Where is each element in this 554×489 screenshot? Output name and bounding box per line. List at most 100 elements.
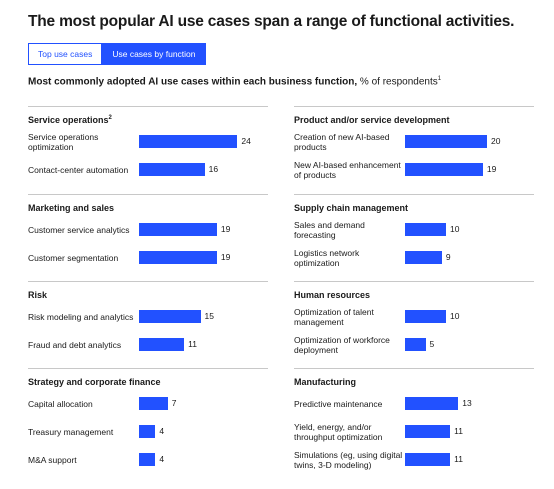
group-divider <box>294 194 534 195</box>
bar-value-label: 19 <box>486 164 497 174</box>
group-title-text: Service operations <box>28 115 109 125</box>
bar-value-label: 11 <box>454 426 463 436</box>
bar <box>405 397 459 410</box>
bar-row: Customer segmentation 19 <box>28 246 278 270</box>
bar-label: Capital allocation <box>28 399 93 409</box>
group-title-text: Manufacturing <box>294 377 356 387</box>
bar-label: Fraud and debt analytics <box>28 340 122 350</box>
bar <box>139 310 201 323</box>
group-title: Strategy and corporate finance <box>28 377 161 387</box>
bar-value-label: 9 <box>445 252 451 262</box>
bar-label: M&A support <box>28 455 77 465</box>
bar <box>405 453 451 466</box>
bar-row: Predictive maintenance 13 <box>294 392 544 416</box>
bar-label: Contact-center automation <box>28 165 129 175</box>
group-divider <box>28 281 268 282</box>
bar-value-label: 5 <box>429 339 435 349</box>
bar <box>405 425 451 438</box>
subtitle-bold: Most commonly adopted AI use cases withi… <box>28 76 358 88</box>
bar-label: Optimization of workforce deployment <box>294 335 390 355</box>
bar <box>405 338 426 351</box>
bar-row: Simulations (eg, using digital twins, 3-… <box>294 448 544 472</box>
bar-value-label: 16 <box>208 164 219 174</box>
bar-value-label: 10 <box>450 224 460 234</box>
bar <box>139 338 185 351</box>
bar-row: New AI-based enhancement of products 19 <box>294 158 544 182</box>
bar-value-label: 19 <box>220 224 231 234</box>
bar-row: Logistics network optimization 9 <box>294 246 544 270</box>
bar <box>139 251 217 264</box>
bar-label: Logistics network optimization <box>294 248 360 268</box>
subtitle-footnote: 1 <box>437 76 442 82</box>
group-title: Service operations2 <box>28 115 112 125</box>
bar-label: Treasury management <box>28 427 114 437</box>
bar-value-label: 24 <box>241 136 251 146</box>
bar-row: Yield, energy, and/or throughput optimiz… <box>294 420 544 444</box>
bar-value-label: 4 <box>159 426 165 436</box>
group-divider <box>294 368 534 369</box>
bar-row: Creation of new AI-based products 20 <box>294 130 544 154</box>
bar-row: Risk modeling and analytics 15 <box>28 305 278 329</box>
bar-value-label: 10 <box>450 311 460 321</box>
bar-row: Customer service analytics 19 <box>28 218 278 242</box>
bar-label: Customer segmentation <box>28 253 119 263</box>
tab-bar: Top use cases Use cases by function <box>28 43 206 65</box>
bar <box>139 163 205 176</box>
group-divider <box>28 194 268 195</box>
group-title-text: Risk <box>28 290 48 300</box>
chart-subtitle: Most commonly adopted AI use cases withi… <box>28 76 441 87</box>
tab-use-cases-by-function[interactable]: Use cases by function <box>102 43 206 65</box>
bar-row: Fraud and debt analytics 11 <box>28 333 278 357</box>
bar-label: Sales and demand forecasting <box>294 220 365 240</box>
bar <box>405 223 446 236</box>
bar-label: Yield, energy, and/or throughput optimiz… <box>294 422 383 442</box>
bar-value-label: 15 <box>204 311 214 321</box>
page-title: The most popular AI use cases span a ran… <box>28 13 515 30</box>
bar-row: Optimization of workforce deployment 5 <box>294 333 544 357</box>
bar-row: Capital allocation 7 <box>28 392 278 416</box>
bar-label: Simulations (eg, using digital twins, 3-… <box>294 450 403 470</box>
bar-row: Sales and demand forecasting 10 <box>294 218 544 242</box>
bar-value-label: 13 <box>462 398 472 408</box>
group-title-text: Marketing and sales <box>28 203 115 213</box>
group-title-text: Human resources <box>294 290 371 300</box>
bar-label: Creation of new AI-based products <box>294 132 390 152</box>
group-title: Supply chain management <box>294 203 408 213</box>
group-title-text: Strategy and corporate finance <box>28 377 161 387</box>
bar-value-label: 11 <box>188 339 197 349</box>
group-title: Product and/or service development <box>294 115 450 125</box>
bar-value-label: 11 <box>454 454 463 464</box>
bar <box>139 397 168 410</box>
bar-row: Optimization of talent management 10 <box>294 305 544 329</box>
bar-label: Optimization of talent management <box>294 307 374 327</box>
bar-label: Customer service analytics <box>28 225 130 235</box>
group-title-text: Product and/or service development <box>294 115 450 125</box>
bar-row: Service operations optimization 24 <box>28 130 278 154</box>
bar <box>405 163 483 176</box>
group-title: Risk <box>28 290 47 300</box>
group-divider <box>28 368 268 369</box>
bar-row: Treasury management 4 <box>28 420 278 444</box>
group-divider <box>294 281 534 282</box>
bar <box>139 425 156 438</box>
bar-row: M&A support 4 <box>28 448 278 472</box>
group-title-text: Supply chain management <box>294 203 409 213</box>
group-title: Marketing and sales <box>28 203 114 213</box>
group-title: Human resources <box>294 290 370 300</box>
tab-top-use-cases[interactable]: Top use cases <box>28 43 103 65</box>
group-divider <box>28 106 268 107</box>
bar <box>139 223 217 236</box>
bar-label: Service operations optimization <box>28 132 99 152</box>
group-divider <box>294 106 534 107</box>
bar-label: Risk modeling and analytics <box>28 312 134 322</box>
bar-value-label: 19 <box>220 252 231 262</box>
bar <box>139 135 238 148</box>
bar-value-label: 4 <box>159 454 165 464</box>
subtitle-unit: % of respondents <box>357 76 438 88</box>
bar <box>405 135 487 148</box>
bar-value-label: 7 <box>171 398 177 408</box>
bar-label: Predictive maintenance <box>294 399 383 409</box>
bar-row: Contact-center automation 16 <box>28 158 278 182</box>
group-title: Manufacturing <box>294 377 356 387</box>
bar <box>405 251 442 264</box>
